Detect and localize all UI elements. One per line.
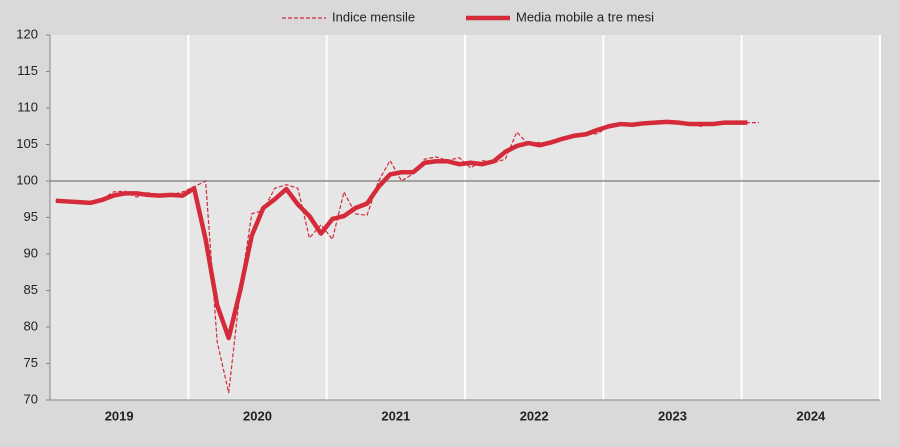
x-tick-label: 2020: [243, 408, 272, 423]
x-tick-label: 2022: [520, 408, 549, 423]
y-tick-label: 70: [24, 391, 38, 406]
y-tick-label: 90: [24, 245, 38, 260]
x-tick-label: 2023: [658, 408, 687, 423]
series-line: [55, 119, 748, 341]
legend-label: Media mobile a tre mesi: [516, 9, 654, 24]
y-tick-label: 110: [17, 99, 38, 114]
y-tick-label: 95: [24, 209, 38, 224]
y-tick-label: 105: [16, 136, 38, 151]
y-tick-label: 85: [24, 282, 38, 297]
y-tick-label: 75: [24, 355, 38, 370]
y-tick-label: 100: [16, 172, 38, 187]
y-tick-label: 120: [16, 26, 38, 41]
x-tick-label: 2024: [796, 408, 826, 423]
x-tick-label: 2021: [381, 408, 410, 423]
y-tick-label: 115: [17, 63, 38, 78]
y-tick-label: 80: [24, 318, 38, 333]
legend-label: Indice mensile: [332, 9, 415, 24]
x-tick-label: 2019: [105, 408, 134, 423]
